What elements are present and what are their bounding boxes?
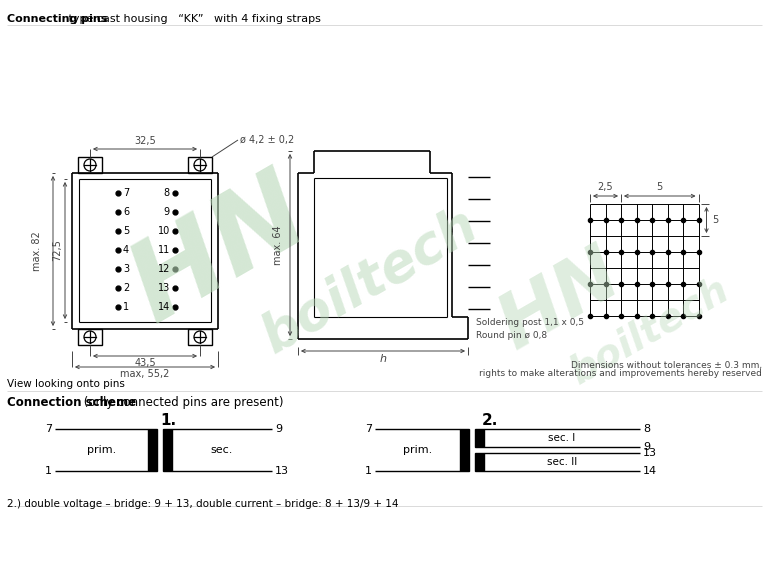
Text: 9: 9 <box>164 207 170 217</box>
Text: prim.: prim. <box>403 445 432 455</box>
Bar <box>78 157 102 173</box>
Text: HN: HN <box>113 158 327 344</box>
Text: 11: 11 <box>157 245 170 255</box>
Bar <box>475 453 484 471</box>
Text: 2.) double voltage – bridge: 9 + 13, double current – bridge: 8 + 13/9 + 14: 2.) double voltage – bridge: 9 + 13, dou… <box>7 499 399 509</box>
Text: 14: 14 <box>157 302 170 312</box>
Text: Connecting pins: Connecting pins <box>7 14 108 24</box>
Text: 9: 9 <box>643 442 650 452</box>
Text: 12: 12 <box>157 264 170 274</box>
Text: 7: 7 <box>365 424 372 434</box>
Text: 6: 6 <box>123 207 129 217</box>
Text: 9: 9 <box>275 424 282 434</box>
Text: 2.: 2. <box>482 413 498 428</box>
Bar <box>460 429 469 471</box>
Text: boiltech: boiltech <box>564 270 737 392</box>
Text: 5: 5 <box>123 226 129 236</box>
Text: Connection scheme: Connection scheme <box>7 396 136 409</box>
Bar <box>188 157 212 173</box>
Text: View looking onto pins: View looking onto pins <box>7 379 125 389</box>
Text: sec. II: sec. II <box>547 457 577 467</box>
Text: 2: 2 <box>123 283 129 293</box>
Text: boiltech: boiltech <box>253 199 487 364</box>
Text: prim.: prim. <box>87 445 116 455</box>
Text: max, 55,2: max, 55,2 <box>121 369 170 379</box>
Text: 7: 7 <box>45 424 52 434</box>
Bar <box>188 329 212 345</box>
Text: sec. I: sec. I <box>548 433 576 443</box>
Text: 8: 8 <box>164 188 170 198</box>
Text: 13: 13 <box>275 466 289 476</box>
Text: 1: 1 <box>123 302 129 312</box>
Text: 1: 1 <box>365 466 372 476</box>
Text: HN: HN <box>486 237 634 365</box>
Text: 43,5: 43,5 <box>134 358 156 368</box>
Text: 13: 13 <box>157 283 170 293</box>
Text: 1.: 1. <box>160 413 176 428</box>
Text: Soldering post 1,1 x 0,5
Round pin ø 0,8: Soldering post 1,1 x 0,5 Round pin ø 0,8 <box>476 318 584 340</box>
Bar <box>148 429 157 471</box>
Text: 3: 3 <box>123 264 129 274</box>
Text: (only connected pins are present): (only connected pins are present) <box>80 396 283 409</box>
Text: 14: 14 <box>643 466 657 476</box>
Text: 4: 4 <box>123 245 129 255</box>
Text: Dimensions without tolerances ± 0.3 mm,: Dimensions without tolerances ± 0.3 mm, <box>571 361 762 370</box>
Text: max. 82: max. 82 <box>32 231 42 271</box>
Text: ø 4,2 ± 0,2: ø 4,2 ± 0,2 <box>240 135 294 145</box>
Text: 5: 5 <box>713 215 719 225</box>
Text: 7: 7 <box>123 188 129 198</box>
Text: 1: 1 <box>45 466 52 476</box>
Text: 2,5: 2,5 <box>598 182 614 192</box>
Text: sec.: sec. <box>210 445 233 455</box>
Text: type cast housing   “KK”   with 4 fixing straps: type cast housing “KK” with 4 fixing str… <box>65 14 321 24</box>
Text: 13: 13 <box>643 448 657 458</box>
Bar <box>78 329 102 345</box>
Text: 5: 5 <box>657 182 663 192</box>
Text: h: h <box>379 354 386 364</box>
Text: 72,5: 72,5 <box>52 240 62 261</box>
Text: 10: 10 <box>157 226 170 236</box>
Bar <box>163 429 172 471</box>
Text: 8: 8 <box>643 424 650 434</box>
Text: max. 64: max. 64 <box>273 225 283 265</box>
Text: rights to make alterations and improvements hereby reserved: rights to make alterations and improveme… <box>479 369 762 378</box>
Bar <box>475 429 484 447</box>
Text: 32,5: 32,5 <box>134 136 156 146</box>
